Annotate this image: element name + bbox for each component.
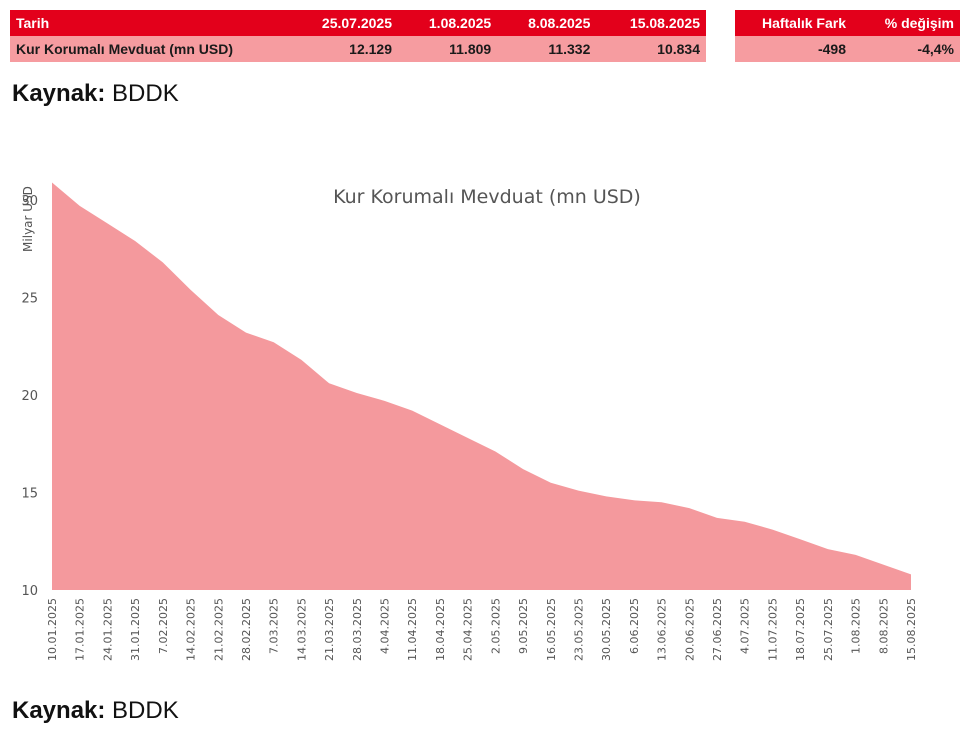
- x-tick-label: 11.04.2025: [406, 598, 419, 661]
- source-bottom-value: BDDK: [112, 697, 179, 724]
- change-data-row: -498 -4,4%: [735, 36, 960, 62]
- x-tick-label: 14.02.2025: [185, 598, 198, 661]
- header-date-3: 8.08.2025: [497, 10, 597, 36]
- x-tick-label: 31.01.2025: [129, 598, 142, 661]
- kkm-area-series: [52, 182, 911, 590]
- x-tick-label: 18.04.2025: [434, 598, 447, 661]
- x-tick-label: 9.05.2025: [517, 598, 530, 654]
- x-tick-label: 28.02.2025: [240, 598, 253, 661]
- y-tick-label: 10: [21, 584, 38, 599]
- source-bottom: Kaynak: BDDK: [12, 697, 179, 725]
- x-tick-label: 7.02.2025: [157, 598, 170, 654]
- x-tick-label: 28.03.2025: [351, 598, 364, 661]
- row-value-4: 10.834: [596, 36, 706, 62]
- x-tick-label: 24.01.2025: [101, 598, 114, 661]
- change-table: Haftalık Fark % değişim -498 -4,4%: [735, 10, 960, 62]
- x-tick-label: 17.01.2025: [74, 598, 87, 661]
- x-tick-label: 27.06.2025: [711, 598, 724, 661]
- y-tick-label: 30: [21, 194, 38, 209]
- x-tick-label: 21.02.2025: [212, 598, 225, 661]
- header-date-1: 25.07.2025: [288, 10, 398, 36]
- x-tick-label: 20.06.2025: [683, 598, 696, 661]
- change-header-row: Haftalık Fark % değişim: [735, 10, 960, 36]
- y-tick-label: 20: [21, 389, 38, 404]
- source-bottom-label: Kaynak:: [12, 697, 106, 724]
- kkm-table: Tarih 25.07.2025 1.08.2025 8.08.2025 15.…: [10, 10, 706, 62]
- x-tick-label: 30.05.2025: [600, 598, 613, 661]
- chart-title: Kur Korumalı Mevduat (mn USD): [333, 186, 641, 208]
- x-tick-label: 6.06.2025: [628, 598, 641, 654]
- x-tick-label: 25.04.2025: [462, 598, 475, 661]
- y-axis-ticks: 10 15 20 25 30: [21, 194, 38, 599]
- x-tick-label: 10.01.2025: [46, 598, 59, 661]
- y-tick-label: 25: [21, 292, 38, 307]
- header-date-4: 15.08.2025: [596, 10, 706, 36]
- x-tick-label: 7.03.2025: [268, 598, 281, 654]
- x-tick-label: 8.08.2025: [877, 598, 890, 654]
- x-tick-label: 13.06.2025: [656, 598, 669, 661]
- row-value-1: 12.129: [288, 36, 398, 62]
- source-top: Kaynak: BDDK: [12, 80, 179, 108]
- header-tarih: Tarih: [10, 10, 289, 36]
- header-date-2: 1.08.2025: [397, 10, 498, 36]
- x-tick-label: 18.07.2025: [794, 598, 807, 661]
- row-label: Kur Korumalı Mevduat (mn USD): [10, 36, 289, 62]
- x-tick-label: 16.05.2025: [545, 598, 558, 661]
- x-tick-label: 2.05.2025: [489, 598, 502, 654]
- x-tick-label: 25.07.2025: [822, 598, 835, 661]
- source-top-value: BDDK: [112, 80, 179, 107]
- x-tick-label: 4.07.2025: [739, 598, 752, 654]
- y-axis-label: Milyar USD: [21, 186, 35, 252]
- percent-change-value: -4,4%: [852, 36, 960, 62]
- x-tick-label: 4.04.2025: [379, 598, 392, 654]
- x-tick-label: 23.05.2025: [572, 598, 585, 661]
- x-tick-label: 15.08.2025: [905, 598, 918, 661]
- source-top-label: Kaynak:: [12, 80, 106, 107]
- header-percent-change: % değişim: [852, 10, 960, 36]
- weekly-diff-value: -498: [735, 36, 852, 62]
- row-value-3: 11.332: [497, 36, 597, 62]
- y-tick-label: 15: [21, 487, 38, 502]
- table-header-row: Tarih 25.07.2025 1.08.2025 8.08.2025 15.…: [10, 10, 706, 36]
- row-value-2: 11.809: [397, 36, 498, 62]
- header-weekly-diff: Haftalık Fark: [735, 10, 852, 36]
- x-tick-label: 1.08.2025: [850, 598, 863, 654]
- x-axis-ticks: 10.01.2025 17.01.2025 24.01.2025 31.01.2025…: [46, 598, 918, 661]
- table-data-row: Kur Korumalı Mevduat (mn USD) 12.129 11.…: [10, 36, 706, 62]
- x-tick-label: 21.03.2025: [323, 598, 336, 661]
- x-tick-label: 11.07.2025: [766, 598, 779, 661]
- x-tick-label: 14.03.2025: [295, 598, 308, 661]
- kkm-area-chart: Kur Korumalı Mevduat (mn USD) Milyar USD…: [21, 182, 918, 661]
